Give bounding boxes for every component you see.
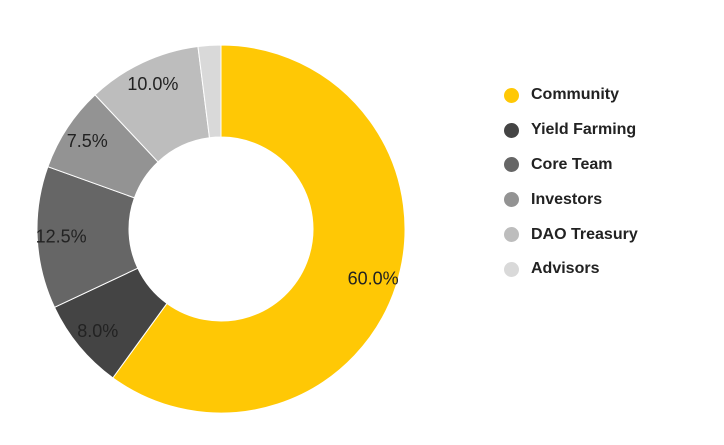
legend-label: DAO Treasury — [531, 225, 638, 243]
legend-swatch — [504, 87, 519, 103]
legend-item-investors: Investors — [504, 182, 638, 217]
data-label-community: 60.0% — [348, 268, 399, 288]
donut-chart: 60.0% 8.0% 12.5% 7.5% 10.0% — [36, 44, 406, 414]
chart-legend: Community Yield Farming Core Team Investors… — [504, 78, 638, 287]
legend-swatch — [504, 122, 519, 138]
legend-label: Advisors — [531, 260, 600, 278]
slice-advisors — [197, 44, 222, 139]
slice-community — [112, 44, 406, 414]
data-label-dao-treasury: 10.0% — [127, 74, 178, 94]
donut-slices — [36, 44, 406, 414]
legend-swatch — [504, 192, 519, 208]
legend-item-community: Community — [504, 78, 638, 113]
data-label-yield-farming: 8.0% — [77, 321, 118, 341]
legend-swatch — [504, 157, 519, 173]
data-label-core-team: 12.5% — [36, 227, 87, 247]
legend-item-dao-treasury: DAO Treasury — [504, 217, 638, 252]
slice-labels: 60.0% 8.0% 12.5% 7.5% 10.0% — [36, 74, 399, 341]
legend-item-yield-farming: Yield Farming — [504, 113, 638, 148]
legend-label: Community — [531, 86, 619, 104]
legend-swatch — [504, 261, 519, 277]
legend-label: Core Team — [531, 155, 613, 173]
data-label-investors: 7.5% — [67, 131, 108, 151]
legend-label: Yield Farming — [531, 121, 637, 139]
legend-item-advisors: Advisors — [504, 252, 638, 287]
legend-swatch — [504, 227, 519, 243]
legend-item-core-team: Core Team — [504, 148, 638, 183]
legend-label: Investors — [531, 190, 603, 208]
